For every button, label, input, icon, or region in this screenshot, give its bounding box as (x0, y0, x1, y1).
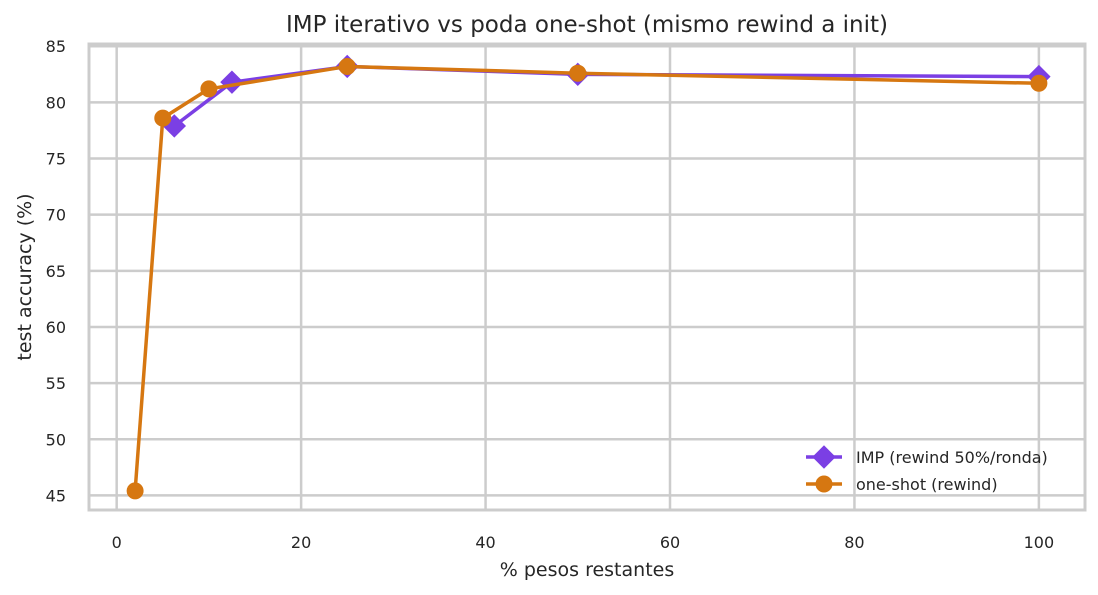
legend-marker (812, 445, 836, 469)
x-tick-label: 0 (112, 533, 122, 552)
y-tick-label: 70 (46, 206, 66, 225)
y-tick-label: 85 (46, 37, 66, 56)
legend-label: IMP (rewind 50%/ronda) (856, 448, 1048, 467)
x-tick-label: 80 (844, 533, 864, 552)
x-tick-label: 40 (475, 533, 495, 552)
y-tick-label: 50 (46, 430, 66, 449)
x-tick-label: 60 (660, 533, 680, 552)
legend-item: one-shot (rewind) (806, 475, 998, 494)
y-tick-label: 45 (46, 486, 66, 505)
series-2 (126, 57, 1048, 500)
plot-frame (87, 42, 1087, 512)
series-line (133, 64, 1039, 492)
data-point (200, 80, 218, 98)
y-axis-label: test accuracy (%) (14, 193, 36, 360)
x-tick-label: 100 (1024, 533, 1055, 552)
y-tick-label: 75 (46, 150, 66, 169)
data-point (1030, 74, 1048, 92)
legend-marker (815, 475, 833, 493)
chart-title: IMP iterativo vs poda one-shot (mismo re… (286, 12, 888, 38)
data-point (338, 57, 356, 75)
data-point (569, 64, 587, 82)
legend-label: one-shot (rewind) (856, 475, 998, 494)
y-tick-label: 65 (46, 262, 66, 281)
x-tick-label: 20 (291, 533, 311, 552)
legend-item: IMP (rewind 50%/ronda) (806, 445, 1048, 469)
y-tick-label: 60 (46, 318, 66, 337)
grid (89, 44, 1085, 510)
series-group (126, 54, 1051, 500)
legend: IMP (rewind 50%/ronda) one-shot (rewind) (806, 445, 1048, 494)
series-1 (162, 54, 1051, 138)
y-tick-labels: 45 50 55 60 65 70 75 80 85 (46, 37, 66, 505)
data-point (126, 482, 144, 500)
data-point (154, 109, 172, 127)
x-axis-label: % pesos restantes (500, 559, 674, 581)
y-tick-label: 80 (46, 93, 66, 112)
x-tick-labels: 0 20 40 60 80 100 (112, 533, 1055, 552)
y-tick-label: 55 (46, 374, 66, 393)
